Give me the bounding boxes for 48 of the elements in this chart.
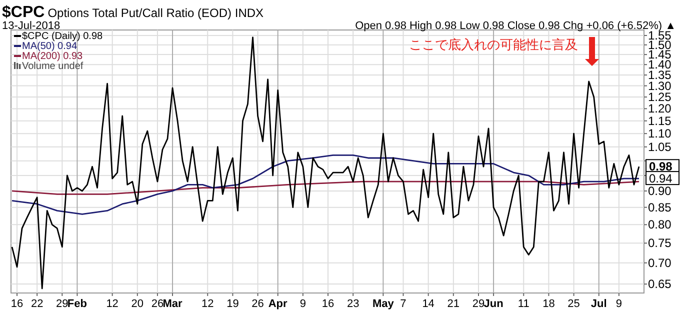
x-tick-label: 9 — [300, 298, 306, 310]
x-tick-label: 26 — [252, 298, 264, 310]
y-tick-label: 1.05 — [648, 140, 672, 154]
legend-label: MA(200) 0.93 — [22, 51, 84, 62]
x-tick-label: 16 — [322, 298, 334, 310]
x-tick-label: 29 — [472, 298, 485, 310]
x-tick-label: Mar — [162, 298, 184, 310]
y-tick-label: 0.70 — [648, 256, 672, 270]
x-tick-label: 9 — [616, 298, 622, 310]
x-tick-label: 16 — [10, 298, 24, 310]
x-tick-label: 29 — [56, 298, 68, 310]
x-tick-label: Feb — [67, 298, 88, 310]
x-tick-label: 11 — [518, 298, 530, 310]
y-tick-label: 1.20 — [648, 102, 672, 116]
y-tick-label: 0.65 — [648, 277, 672, 292]
y-tick-label: 1.10 — [648, 126, 672, 141]
y-tick-label: 1.15 — [648, 114, 672, 128]
x-tick-label: Jul — [590, 298, 607, 310]
annotation: ここで底入れの可能性に言及 — [409, 37, 578, 52]
y-tick-label: 1.25 — [648, 90, 672, 104]
x-tick-label: May — [372, 298, 395, 310]
y-tick-label: 0.75 — [648, 236, 672, 250]
y-tick-label: 0.85 — [648, 200, 672, 214]
legend-label: $CPC (Daily) 0.98 — [22, 31, 104, 42]
chart-subtitle: 13-Jul-2018 — [2, 20, 60, 32]
x-tick-label: 7 — [400, 298, 406, 310]
x-tick-label: 21 — [447, 298, 460, 310]
x-tick-label: 22 — [30, 298, 44, 310]
x-tick-label: Jun — [484, 298, 504, 310]
x-tick-label: 23 — [346, 298, 360, 310]
annotation: 0.94 — [649, 172, 673, 186]
x-tick-label: Apr — [268, 298, 288, 310]
x-tick-label: 18 — [542, 298, 555, 310]
annotation: 0.98 — [649, 160, 673, 174]
x-tick-label: 14 — [422, 298, 434, 310]
line-series — [11, 154, 640, 215]
x-tick-label: 20 — [131, 298, 144, 310]
annotation: Volume undef — [22, 61, 84, 72]
x-tick-label: 12 — [106, 298, 118, 310]
y-tick-label: 0.80 — [648, 218, 672, 232]
x-tick-label: 12 — [202, 298, 214, 310]
line-series — [11, 180, 640, 195]
x-tick-label: 25 — [568, 298, 580, 310]
y-tick-label: 0.90 — [648, 184, 672, 198]
x-tick-label: 26 — [151, 298, 164, 310]
legend-label: MA(50) 0.94 — [22, 41, 78, 52]
chart-title: $CPC Options Total Put/Call Ratio (EOD) INDX — [2, 4, 264, 21]
x-tick-label: 19 — [226, 298, 239, 310]
